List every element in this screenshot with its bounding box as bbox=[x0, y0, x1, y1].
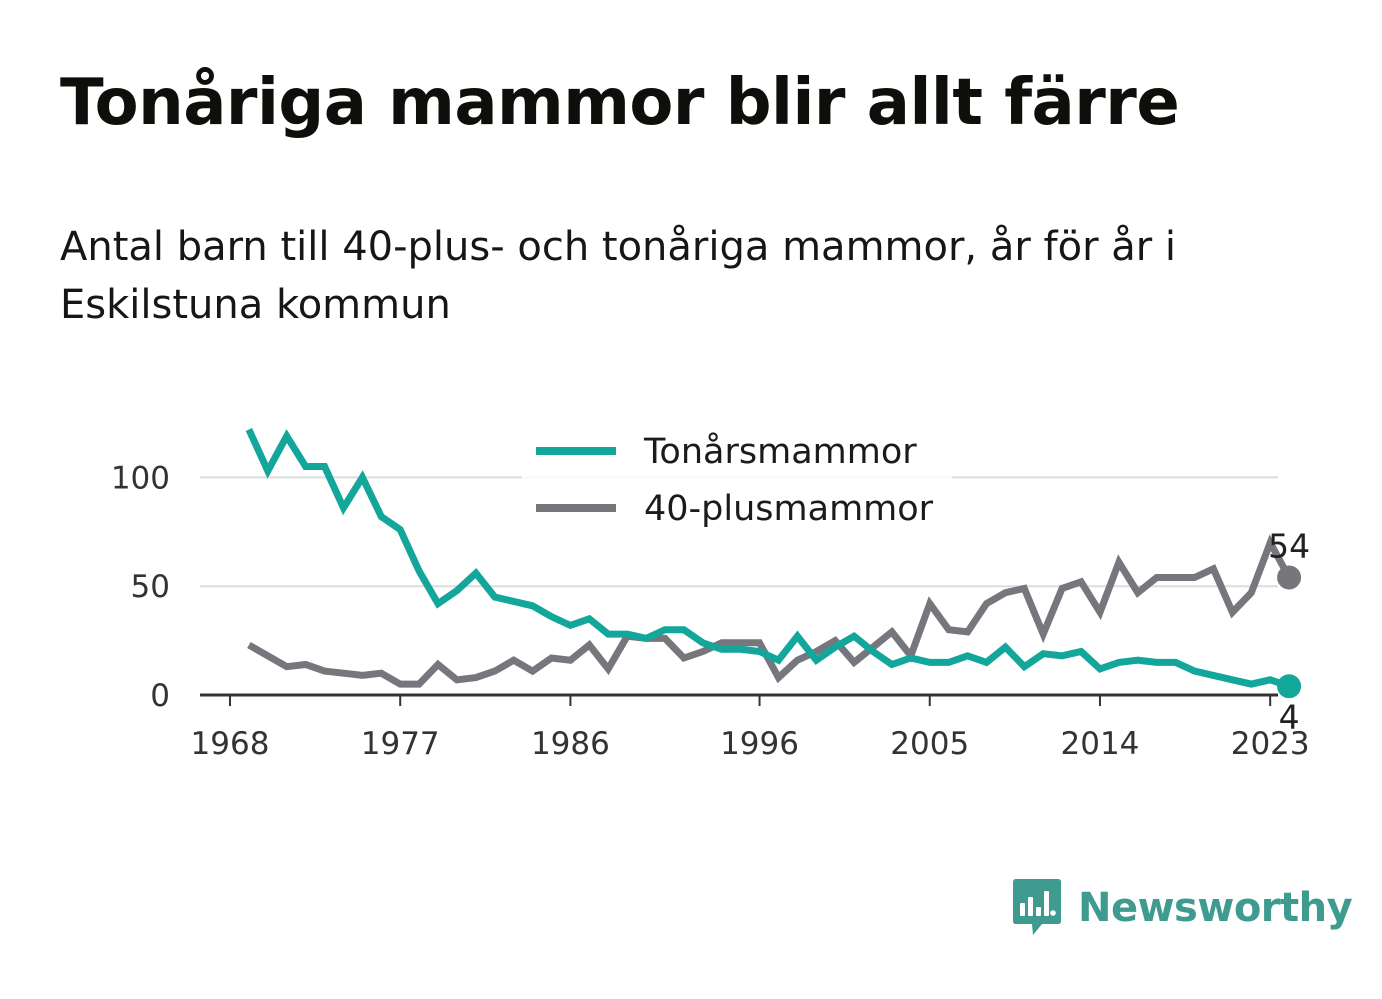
x-tick-label: 1977 bbox=[361, 726, 440, 762]
newsworthy-brand: Newsworthy bbox=[1012, 878, 1353, 938]
chart-title: Tonåriga mammor blir allt färre bbox=[60, 66, 1180, 140]
x-tick-label: 2014 bbox=[1061, 726, 1140, 762]
legend-box bbox=[522, 424, 952, 550]
end-label-tonars: 4 bbox=[1279, 697, 1300, 736]
end-label-40plus: 54 bbox=[1268, 526, 1310, 565]
x-tick-label: 1986 bbox=[531, 726, 610, 762]
y-tick-label: 100 bbox=[111, 460, 170, 496]
chart-subtitle: Antal barn till 40-plus- och tonåriga ma… bbox=[60, 224, 1177, 328]
newsworthy-logo-icon bbox=[1013, 879, 1061, 935]
axes: 0 50 100 1968 1977 1986 1996 2005 2014 2023 bbox=[111, 460, 1310, 762]
y-tick-label: 50 bbox=[131, 569, 170, 605]
legend-label-1: 40-plusmammor bbox=[644, 489, 934, 529]
series-line-0 bbox=[245, 428, 1291, 690]
x-tick-label: 1968 bbox=[191, 726, 270, 762]
end-labels: 54 4 bbox=[1268, 526, 1310, 736]
y-tick-label: 0 bbox=[150, 678, 170, 714]
series-lines bbox=[245, 428, 1302, 699]
x-tick-label: 2023 bbox=[1231, 726, 1310, 762]
series-line-1 bbox=[247, 534, 1293, 688]
end-point-1 bbox=[1277, 565, 1302, 590]
end-point-0 bbox=[1277, 674, 1302, 699]
legend-label-0: Tonårsmammor bbox=[643, 431, 917, 472]
x-tick-label: 1996 bbox=[720, 726, 799, 762]
x-tick-label: 2005 bbox=[890, 726, 969, 762]
legend: Tonårsmammor 40-plusmammor bbox=[522, 424, 952, 550]
brand-name: Newsworthy bbox=[1078, 885, 1353, 931]
